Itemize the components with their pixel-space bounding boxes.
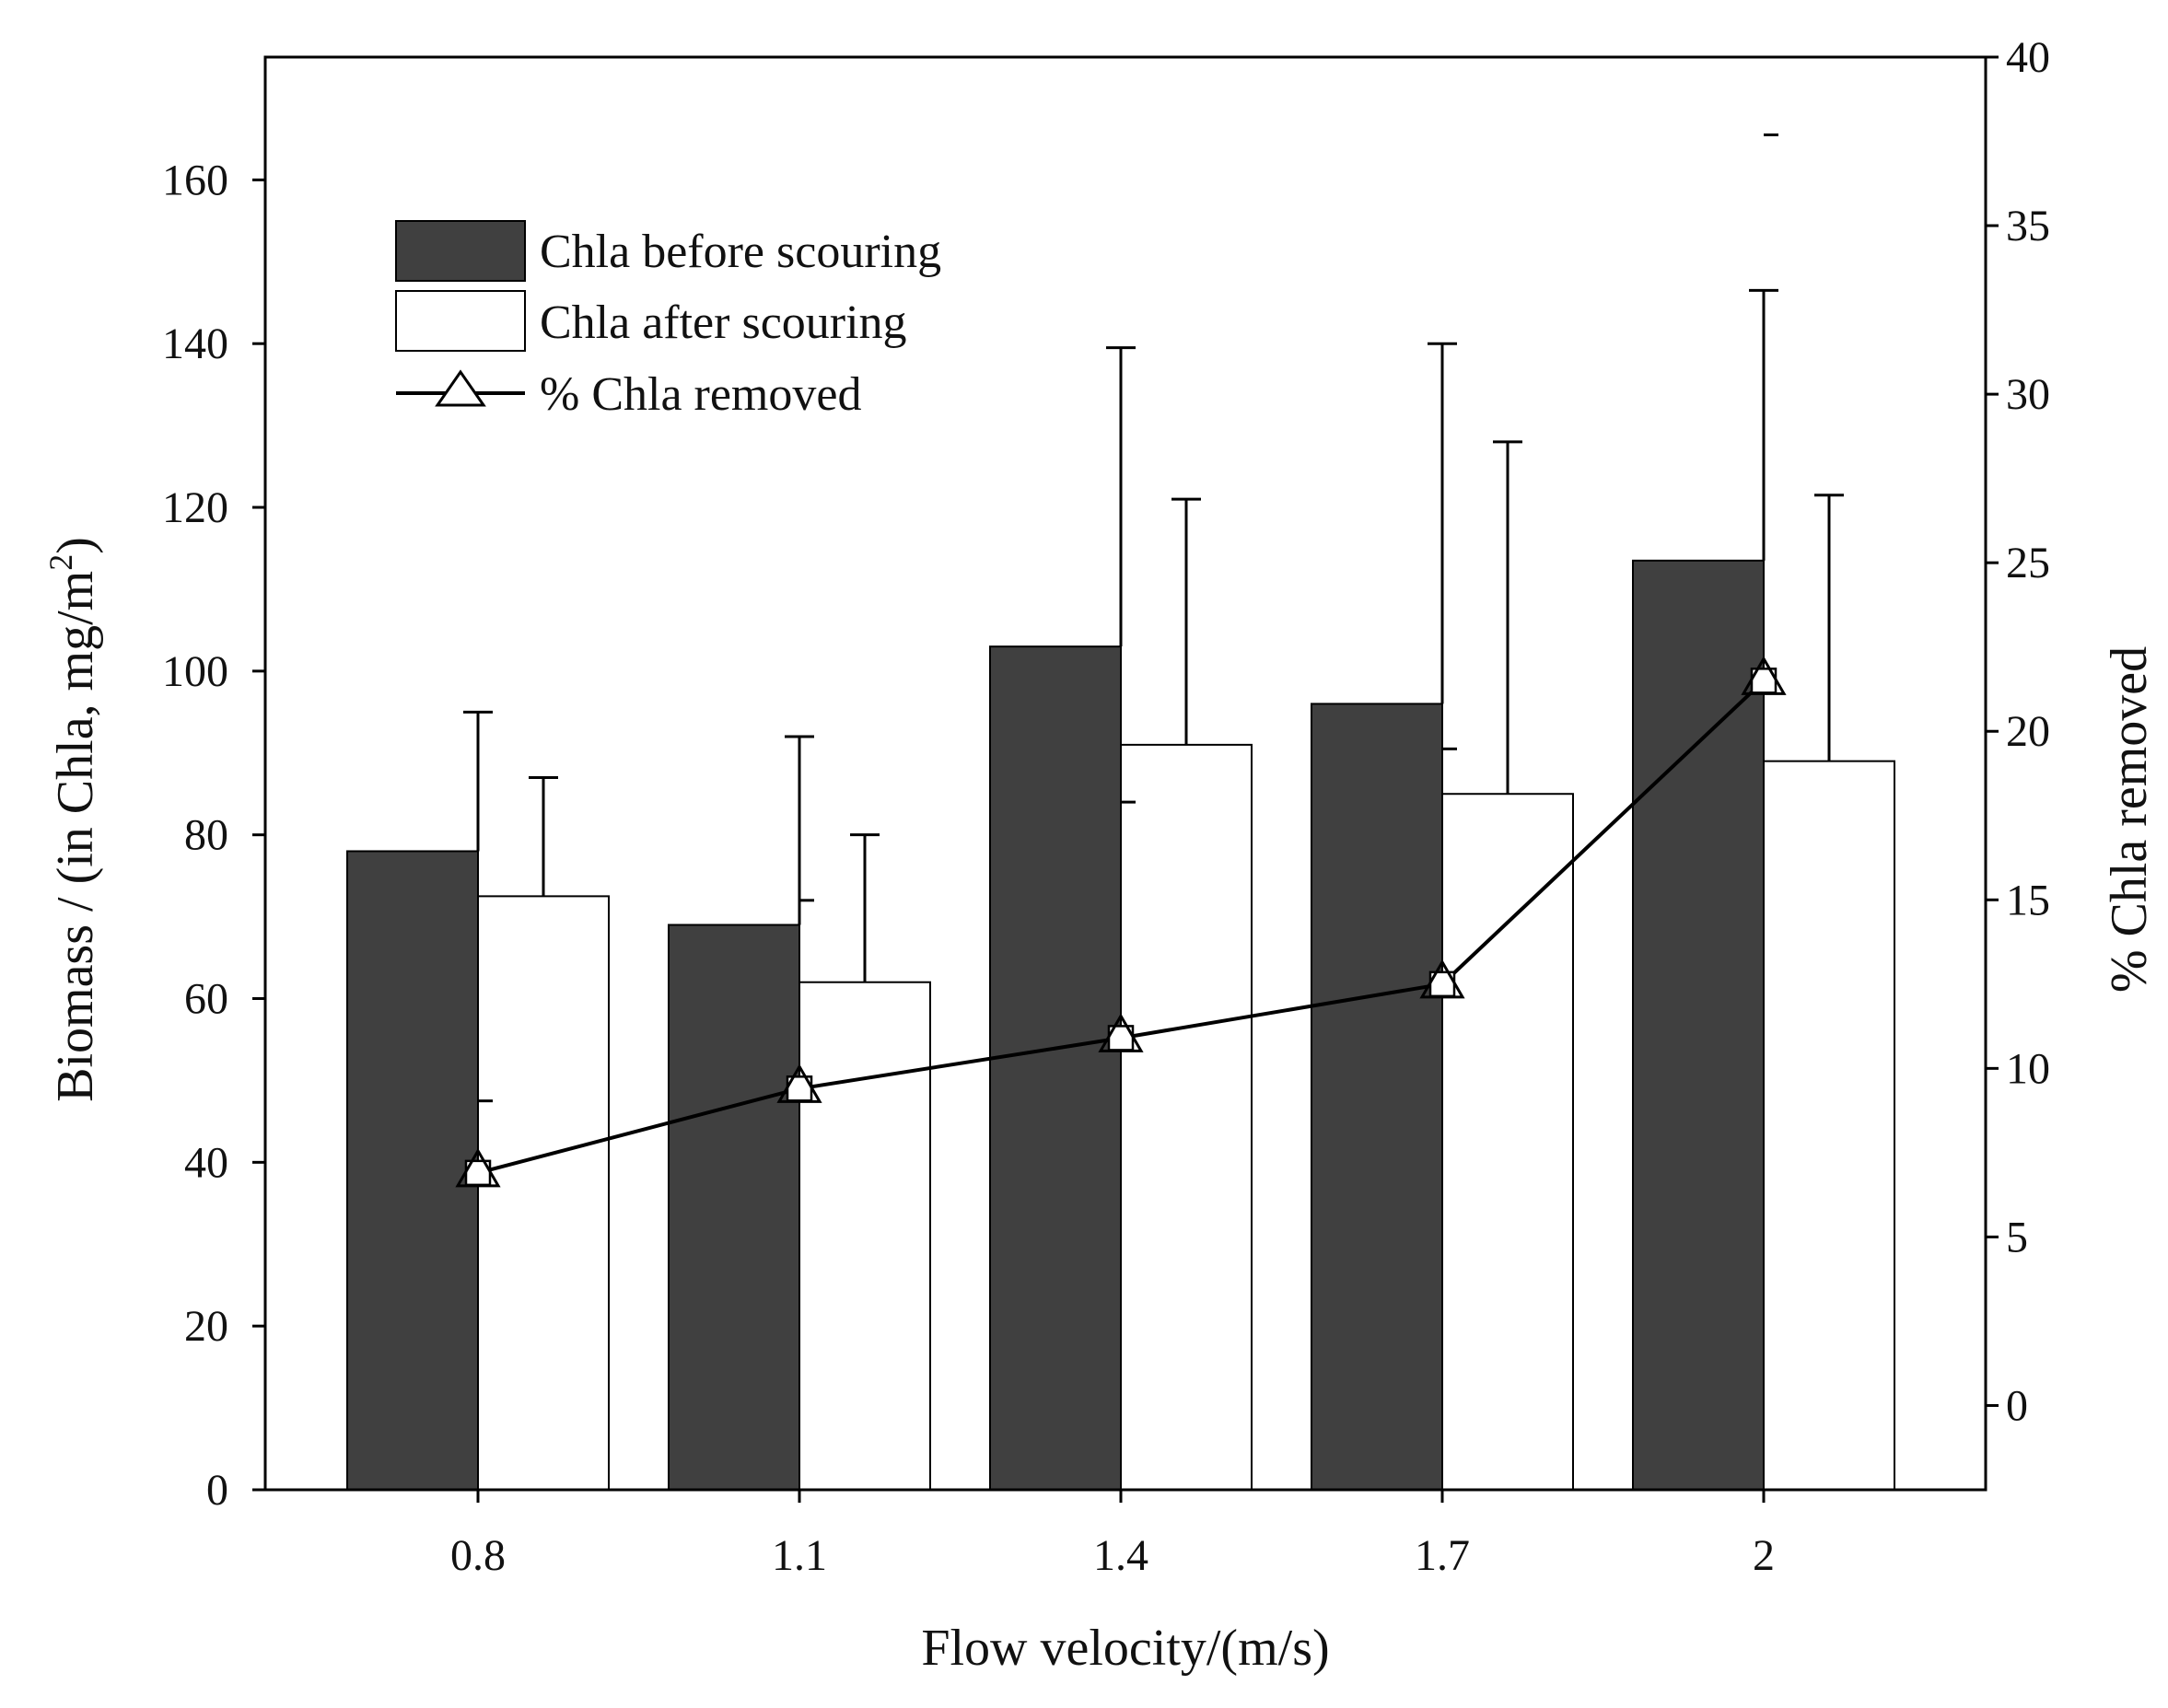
removal-triangle-marker-1.7 <box>1419 959 1465 999</box>
bar-after-0.8 <box>477 895 610 1491</box>
y-tick-label-140: 140 <box>162 320 228 368</box>
bar-before-1.7 <box>1311 703 1443 1491</box>
y-axis-title: Biomass / (in Chla, mg/m2) <box>42 537 104 1102</box>
y2-tick-label-5: 5 <box>2006 1213 2028 1261</box>
x-tick-label-2: 2 <box>1753 1531 1775 1580</box>
y-tick-label-40: 40 <box>184 1138 228 1187</box>
y-tick-label-100: 100 <box>162 647 228 696</box>
y2-tick-label-20: 20 <box>2006 707 2050 756</box>
y2-tick-label-30: 30 <box>2006 370 2050 419</box>
bar-after-1.4 <box>1120 743 1253 1491</box>
y2-tick-label-10: 10 <box>2006 1044 2050 1093</box>
y-tick-label-160: 160 <box>162 156 228 204</box>
y-tick-label-120: 120 <box>162 483 228 532</box>
y2-tick-label-15: 15 <box>2006 876 2050 924</box>
right-y-axis: 0 5 10 15 20 25 30 35 40 <box>1986 33 2050 1430</box>
y-tick-label-80: 80 <box>184 811 228 860</box>
bar-after-1.7 <box>1441 793 1574 1491</box>
legend-swatch-after <box>395 290 526 352</box>
removal-triangle-marker-2 <box>1741 656 1787 695</box>
removal-triangle-marker-1.4 <box>1098 1013 1144 1052</box>
plot-frame <box>263 55 1987 1492</box>
y-tick-label-20: 20 <box>184 1302 228 1351</box>
y2-tick-label-40: 40 <box>2006 33 2050 82</box>
removal-triangle-marker-1.1 <box>776 1063 822 1103</box>
bar-after-2 <box>1763 760 1895 1491</box>
legend-swatch-before <box>395 220 526 282</box>
bar-after-1.1 <box>798 981 931 1491</box>
x-axis-title: Flow velocity/(m/s) <box>921 1620 1329 1677</box>
y-tick-label-60: 60 <box>184 975 228 1024</box>
left-y-axis: 0 20 40 60 80 100 120 140 160 <box>162 156 265 1515</box>
bar-before-0.8 <box>346 850 479 1491</box>
x-axis: 0.8 1.1 1.4 1.7 2 <box>450 1490 1775 1580</box>
bars-layer <box>346 559 1895 1491</box>
y-axis-title-superscript: 2 <box>42 554 79 571</box>
removal-triangle-marker-0.8 <box>455 1147 501 1188</box>
y-axis-title-close: ) <box>47 537 104 554</box>
x-tick-label-1.7: 1.7 <box>1415 1531 1470 1580</box>
x-tick-label-0.8: 0.8 <box>450 1531 506 1580</box>
legend: Chla before scouring Chla after scouring… <box>395 220 941 421</box>
legend-label-before: Chla before scouring <box>540 226 941 278</box>
bar-before-1.4 <box>989 645 1122 1491</box>
x-tick-label-1.4: 1.4 <box>1093 1531 1148 1580</box>
legend-label-removed: % Chla removed <box>540 368 861 421</box>
error-bars-layer <box>463 133 1844 1103</box>
removal-line-layer <box>455 656 1787 1188</box>
y2-tick-label-25: 25 <box>2006 539 2050 587</box>
legend-triangle-marker <box>435 369 486 407</box>
y2-tick-label-0: 0 <box>2006 1381 2028 1430</box>
bar-before-1.1 <box>668 924 800 1491</box>
y2-axis-title: % Chla removed <box>2101 646 2158 993</box>
legend-label-after: Chla after scouring <box>540 296 907 349</box>
x-tick-label-1.1: 1.1 <box>772 1531 827 1580</box>
y-tick-label-0: 0 <box>206 1466 228 1515</box>
y2-tick-label-35: 35 <box>2006 202 2050 250</box>
